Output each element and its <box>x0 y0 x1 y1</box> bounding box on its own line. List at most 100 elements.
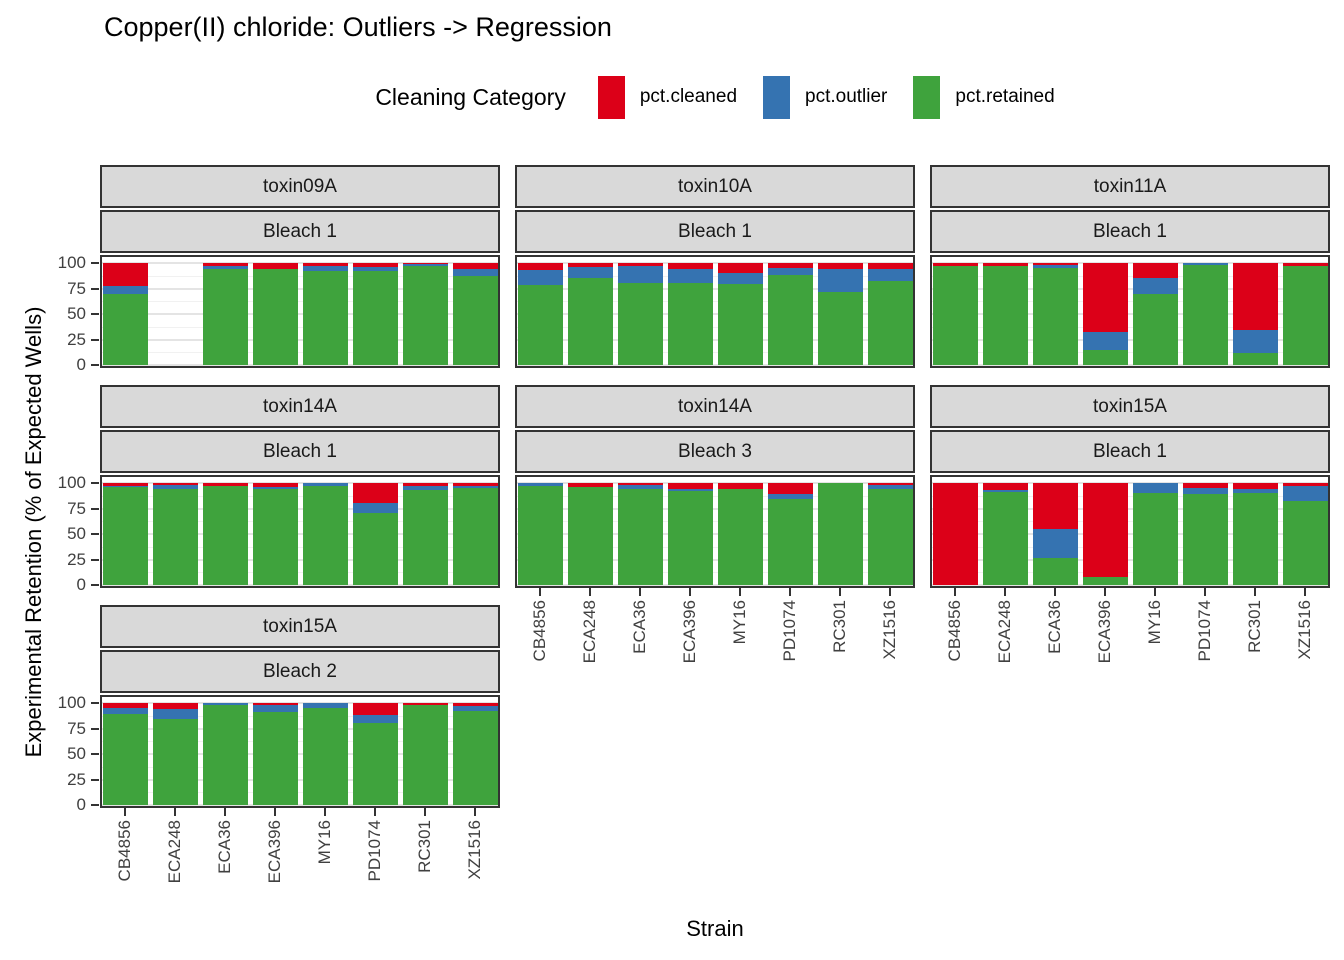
bar-xz1516-segment-outlier <box>1282 486 1328 502</box>
bar-cb4856-segment-retained <box>932 266 978 365</box>
gridline-minor <box>932 326 1328 328</box>
bar-xz1516-segment-cleaned <box>452 703 498 707</box>
bar-xz1516-segment-cleaned <box>867 483 913 486</box>
bar-eca396-segment-retained <box>1082 576 1128 585</box>
x-axis-tick <box>589 588 591 596</box>
x-axis-tick <box>1104 588 1106 596</box>
bar-eca396-segment-cleaned <box>1082 483 1128 577</box>
bar-pd1074-segment-retained <box>767 275 813 365</box>
outlier-swatch-icon <box>763 75 791 119</box>
bar-my16-segment-outlier <box>1132 278 1178 294</box>
bar-pd1074-segment-retained <box>1182 265 1228 365</box>
bar-pd1074-segment-retained <box>767 499 813 585</box>
bar-cb4856-segment-cleaned <box>102 263 148 287</box>
facet-strip-toxin-label: toxin15A <box>263 615 337 637</box>
bar-my16-segment-retained <box>717 489 763 585</box>
gridline-major <box>102 262 498 264</box>
gridline-major <box>102 338 498 341</box>
bar-eca396-segment-cleaned <box>252 703 298 706</box>
y-axis-tick <box>91 702 99 704</box>
bar-xz1516-segment-retained <box>867 489 913 585</box>
bar-pd1074-segment-cleaned <box>1182 483 1228 489</box>
bar-rc301-segment-retained <box>817 483 863 585</box>
gridline-major <box>102 727 498 730</box>
gridline-minor <box>932 275 1328 277</box>
chart-title: Copper(II) chloride: Outliers -> Regress… <box>104 12 612 42</box>
bar-rc301-segment-cleaned <box>402 483 448 487</box>
bar-eca248-segment-retained <box>152 489 198 585</box>
legend-item-outlier: pct.outlier <box>763 75 887 119</box>
gridline-major <box>932 507 1328 510</box>
bar-my16-segment-cleaned <box>717 263 763 274</box>
x-axis-tick-label-cb4856: CB4856 <box>530 600 549 662</box>
gridline-major <box>102 364 498 366</box>
gridline-major <box>102 507 498 510</box>
bar-xz1516-segment-outlier <box>452 706 498 712</box>
bar-xz1516-segment-cleaned <box>452 263 498 270</box>
bar-cb4856-segment-retained <box>102 487 148 585</box>
bar-eca36-segment-retained <box>617 489 663 585</box>
bar-rc301-segment-retained <box>402 266 448 365</box>
y-axis-tick <box>91 364 99 366</box>
bar-cb4856-segment-cleaned <box>932 263 978 267</box>
gridline-major <box>932 558 1328 561</box>
bar-pd1074-segment-retained <box>352 512 398 585</box>
facet-strip-bleach: Bleach 1 <box>515 210 915 253</box>
x-axis-tick <box>374 808 376 816</box>
gridline-minor <box>517 352 913 354</box>
bar-pd1074-segment-outlier <box>767 494 813 500</box>
bar-xz1516-segment-retained <box>867 281 913 365</box>
bar-pd1074-segment-outlier <box>1182 263 1228 266</box>
x-axis-tick-label-my16: MY16 <box>315 820 334 865</box>
y-axis-tick <box>91 338 99 341</box>
facet-strip-toxin-label: toxin15A <box>1093 395 1167 417</box>
gridline-minor <box>102 572 498 574</box>
facet-strip-bleach-label: Bleach 1 <box>263 220 337 242</box>
bar-eca396-segment-cleaned <box>252 263 298 270</box>
gridline-minor <box>517 572 913 574</box>
bar-pd1074-segment-cleaned <box>352 703 398 716</box>
facet-toxin14a-bleach-1: toxin14A Bleach 1 <box>100 385 500 588</box>
x-axis-tick <box>1304 588 1306 596</box>
bar-eca36-segment-cleaned <box>202 483 248 487</box>
bar-eca248-segment-retained <box>152 719 198 805</box>
bar-eca248-segment-retained <box>982 266 1028 365</box>
bar-eca396-segment-retained <box>667 283 713 365</box>
bar-eca248-segment-retained <box>982 492 1028 585</box>
bar-xz1516-segment-retained <box>1282 501 1328 585</box>
bar-pd1074-segment-cleaned <box>352 263 398 268</box>
gridline-minor <box>932 546 1328 548</box>
x-axis-tick <box>739 588 741 596</box>
y-axis-tick <box>91 482 99 484</box>
facet-strip-bleach-label: Bleach 1 <box>263 440 337 462</box>
x-axis-tick <box>889 588 891 596</box>
gridline-major <box>932 364 1328 366</box>
bar-eca396-segment-cleaned <box>252 483 298 488</box>
gridline-major <box>517 287 913 290</box>
x-axis-tick <box>424 808 426 816</box>
bar-xz1516-segment-outlier <box>452 486 498 489</box>
bar-cb4856-segment-cleaned <box>517 263 563 271</box>
bar-eca396-segment-cleaned <box>1082 263 1128 333</box>
gridline-minor <box>102 741 498 743</box>
gridline-minor <box>932 521 1328 523</box>
facet-strip-toxin-label: toxin09A <box>263 175 337 197</box>
x-axis-tick-label-rc301: RC301 <box>415 820 434 873</box>
gridline-minor <box>102 766 498 768</box>
bar-eca36-segment-outlier <box>617 485 663 490</box>
y-axis-tick-label: 25 <box>67 329 86 349</box>
bar-my16-segment-outlier <box>302 483 348 487</box>
x-axis-tick-label-pd1074: PD1074 <box>365 820 384 882</box>
y-axis-tick-label: 0 <box>76 355 86 374</box>
x-axis-tick-label-cb4856: CB4856 <box>945 600 964 662</box>
gridline-major <box>932 287 1328 290</box>
bar-rc301-segment-outlier <box>1232 489 1278 494</box>
facet-strip-toxin: toxin15A <box>100 605 500 648</box>
gridline-minor <box>517 521 913 523</box>
facet-strip-bleach: Bleach 3 <box>515 430 915 473</box>
gridline-minor <box>102 715 498 717</box>
x-axis-tick-label-pd1074: PD1074 <box>1195 600 1214 662</box>
facet-strip-bleach: Bleach 1 <box>100 210 500 253</box>
x-axis-tick-label-eca36: ECA36 <box>630 600 649 654</box>
